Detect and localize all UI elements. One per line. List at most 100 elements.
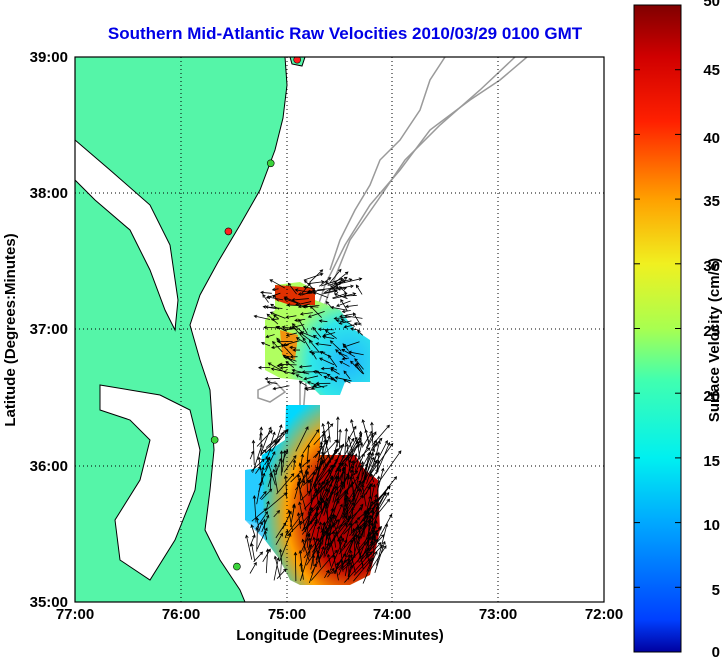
velocity-vector [339, 313, 355, 318]
velocity-vector [271, 344, 290, 350]
velocity-vector [299, 312, 313, 316]
velocity-vector [325, 503, 343, 542]
velocity-vector [256, 429, 273, 447]
velocity-vector [253, 314, 271, 320]
velocity-vector [328, 537, 345, 574]
velocity-vector [301, 512, 319, 535]
velocity-vector [293, 551, 298, 582]
velocity-vector [255, 527, 260, 552]
velocity-vector [361, 538, 379, 557]
velocity-vector [325, 515, 336, 557]
velocity-vector [304, 387, 314, 391]
velocity-vector [262, 518, 267, 530]
velocity-vector [339, 476, 360, 501]
velocity-vector [320, 366, 331, 371]
velocity-vector [342, 341, 360, 348]
velocity-vector [375, 491, 390, 515]
velocity-vector [289, 355, 298, 359]
velocity-vector [349, 437, 362, 463]
velocity-vector [258, 521, 264, 533]
colorbar-label: Surface Velocity (cm/s) [706, 258, 723, 422]
velocity-vector [315, 521, 326, 564]
velocity-vector [273, 314, 279, 319]
radar-site-marker [266, 159, 275, 168]
velocity-vector [250, 458, 265, 472]
velocity-vector [298, 501, 306, 531]
velocity-vector [343, 516, 361, 535]
velocity-vector [320, 435, 331, 466]
site-markers [210, 57, 301, 571]
velocity-vector [325, 301, 332, 308]
velocity-vector [341, 348, 356, 358]
colorbar-ticks [634, 4, 681, 653]
y-tick-label: 36:00 [30, 458, 68, 475]
velocity-vector [365, 485, 371, 495]
velocity-vector [313, 291, 329, 298]
velocity-vector [260, 466, 265, 485]
y-tick-label: 37:00 [30, 321, 68, 338]
velocity-vector [264, 377, 280, 381]
velocity-vector [296, 512, 301, 529]
velocity-vector [308, 280, 325, 285]
velocity-vector [287, 509, 294, 532]
y-tick-label: 35:00 [30, 594, 68, 611]
velocity-vector [335, 319, 345, 323]
velocity-vector [280, 449, 289, 465]
velocity-vector [272, 385, 290, 391]
velocity-vector [345, 425, 357, 444]
velocity-vector [281, 449, 287, 473]
velocity-vector [365, 483, 376, 529]
velocity-vector [371, 424, 390, 446]
velocity-vector [261, 488, 273, 501]
velocity-vector [315, 342, 332, 346]
velocity-vector [310, 549, 338, 581]
velocity-vector [298, 318, 308, 334]
velocity-vector [306, 466, 319, 481]
y-axis-label: Latitude (Degrees:Minutes) [2, 233, 19, 426]
velocity-vector [310, 481, 329, 501]
velocity-vector [299, 459, 311, 469]
velocity-vector [292, 348, 301, 352]
velocity-vector [332, 292, 357, 299]
velocity-vector [267, 362, 283, 372]
colorbar-tick-label: 40 [703, 130, 720, 147]
velocity-vector [264, 305, 283, 309]
velocity-vector [344, 553, 351, 577]
velocity-vector [318, 357, 335, 366]
velocity-vector [362, 451, 371, 484]
velocity-vector [295, 426, 309, 452]
velocity-vector [282, 354, 295, 364]
velocity-vector [341, 356, 350, 361]
grid-lines [75, 57, 604, 602]
velocity-vector [315, 429, 326, 475]
velocity-vector [289, 345, 297, 350]
velocity-vector [365, 433, 374, 449]
velocity-vector [355, 459, 378, 495]
velocity-vector [332, 292, 348, 299]
velocity-vector [328, 496, 340, 529]
velocity-vector [307, 487, 318, 515]
velocity-vector [276, 339, 293, 344]
velocity-vector [338, 428, 342, 448]
velocity-vector [279, 532, 292, 562]
velocity-vector [295, 337, 306, 344]
velocity-vector [336, 300, 351, 307]
velocity-vector [302, 304, 311, 309]
velocity-vector [318, 546, 325, 559]
velocity-vector [283, 297, 299, 304]
velocity-vector [375, 513, 393, 544]
velocity-vector [285, 332, 298, 337]
velocity-vector [262, 293, 269, 303]
velocity-vector [305, 518, 318, 537]
velocity-vector [317, 327, 334, 332]
radar-site-marker [224, 227, 233, 236]
velocity-vector [360, 460, 365, 480]
velocity-vector [298, 381, 307, 387]
velocity-vector [345, 443, 350, 467]
velocity-vector [343, 462, 348, 488]
velocity-vector [345, 453, 358, 497]
velocity-vector [256, 527, 268, 550]
velocity-vector [306, 533, 311, 548]
velocity-vector [283, 328, 296, 332]
